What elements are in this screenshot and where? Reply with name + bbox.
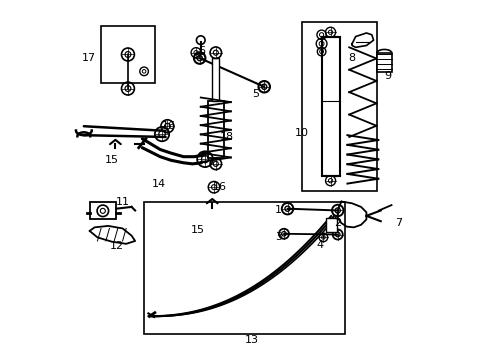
Text: 3: 3: [275, 232, 282, 242]
Bar: [212, 58, 219, 101]
Bar: [101, 26, 155, 83]
Text: 7: 7: [394, 218, 402, 228]
Bar: [89, 202, 116, 220]
Text: 1: 1: [275, 206, 282, 216]
Text: 11: 11: [115, 197, 129, 207]
Text: 10: 10: [294, 129, 308, 138]
Text: 13: 13: [244, 334, 258, 345]
Text: 2: 2: [333, 218, 341, 228]
Text: 15: 15: [190, 225, 204, 235]
Bar: [207, 101, 223, 158]
Text: 9: 9: [384, 71, 391, 81]
Bar: [144, 202, 344, 334]
Text: 5: 5: [251, 89, 258, 99]
Text: 16: 16: [212, 182, 226, 192]
Text: 16: 16: [162, 121, 176, 131]
Bar: [321, 37, 339, 176]
Text: 15: 15: [104, 155, 119, 165]
Text: 17: 17: [81, 53, 95, 63]
Bar: [301, 22, 376, 191]
Text: 14: 14: [151, 179, 165, 189]
Text: 4: 4: [316, 239, 323, 249]
Bar: [325, 218, 336, 232]
Text: 12: 12: [110, 241, 124, 251]
Text: 18: 18: [219, 132, 233, 142]
Text: 6: 6: [198, 46, 204, 56]
Bar: [376, 53, 391, 72]
Text: 8: 8: [348, 53, 355, 63]
